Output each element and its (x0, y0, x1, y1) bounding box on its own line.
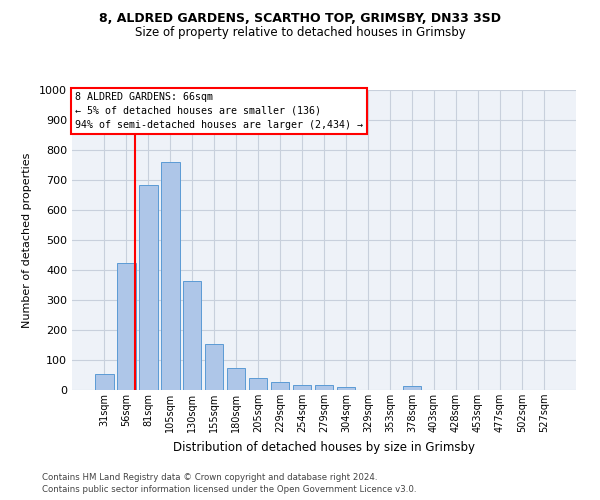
Bar (249, 378, 268, 390)
Bar (161, 162, 179, 390)
Bar (227, 368, 245, 390)
Bar (117, 264, 136, 390)
Text: Contains HM Land Registry data © Crown copyright and database right 2024.: Contains HM Land Registry data © Crown c… (42, 472, 377, 482)
X-axis label: Distribution of detached houses by size in Grimsby: Distribution of detached houses by size … (173, 440, 475, 454)
Bar (95, 374, 113, 390)
Text: Size of property relative to detached houses in Grimsby: Size of property relative to detached ho… (134, 26, 466, 39)
Bar (271, 382, 289, 390)
Bar (205, 344, 223, 390)
Y-axis label: Number of detached properties: Number of detached properties (22, 152, 32, 328)
Text: 8, ALDRED GARDENS, SCARTHO TOP, GRIMSBY, DN33 3SD: 8, ALDRED GARDENS, SCARTHO TOP, GRIMSBY,… (99, 12, 501, 26)
Bar (183, 282, 202, 390)
Text: 8 ALDRED GARDENS: 66sqm
← 5% of detached houses are smaller (136)
94% of semi-de: 8 ALDRED GARDENS: 66sqm ← 5% of detached… (74, 92, 362, 130)
Bar (139, 184, 158, 390)
Bar (403, 386, 421, 390)
Bar (314, 385, 334, 390)
Bar (337, 387, 355, 390)
Bar (293, 385, 311, 390)
Text: Contains public sector information licensed under the Open Government Licence v3: Contains public sector information licen… (42, 485, 416, 494)
